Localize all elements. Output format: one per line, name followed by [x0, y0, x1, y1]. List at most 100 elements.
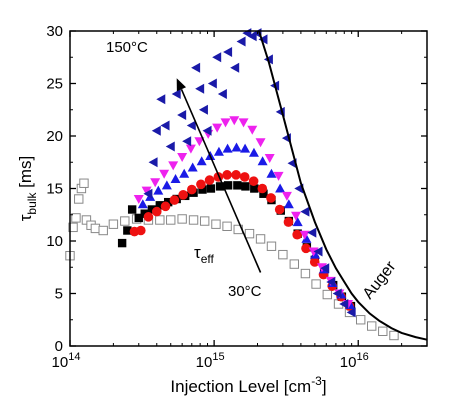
navy-triangle-left-point — [195, 83, 205, 94]
red-circle-point — [178, 190, 188, 200]
open-square-point — [244, 228, 255, 239]
blue-triangle-up-point — [248, 147, 259, 157]
navy-triangle-left-point — [320, 263, 330, 274]
blue-triangle-up-point — [283, 199, 294, 209]
x-axis-title: Injection Level [cm-3] — [170, 374, 326, 396]
open-square-point — [71, 213, 81, 223]
black-square-point — [140, 209, 149, 218]
magenta-triangle-down-point — [159, 169, 170, 179]
x-tick-label: 1015 — [196, 351, 225, 371]
blue-triangle-up-point — [170, 174, 181, 184]
black-square-point — [241, 182, 250, 191]
magenta-triangle-down-point — [168, 161, 179, 171]
red-circle-point — [309, 257, 320, 267]
temperature-arrow-head — [176, 78, 187, 92]
magenta-triangle-down-point — [247, 125, 258, 135]
blue-triangle-up-point — [213, 146, 224, 156]
tau-eff-symbol: τ — [194, 243, 201, 262]
navy-triangle-left-point — [332, 288, 342, 299]
navy-triangle-left-point — [230, 62, 240, 73]
open-square-point — [367, 321, 377, 331]
magenta-triangle-down-point — [238, 118, 249, 128]
red-circle-point — [186, 184, 197, 195]
blue-triangle-up-point — [222, 143, 233, 153]
y-tick-label: 0 — [55, 338, 63, 355]
y-axis-title-sub: bulk — [25, 192, 39, 215]
red-circle-point — [239, 172, 250, 182]
blue-triangle-up-point — [301, 233, 312, 243]
navy-triangle-left-point — [156, 94, 166, 105]
red-circle-point — [222, 170, 232, 180]
x-tick-label: 1014 — [52, 351, 81, 371]
open-square-point — [98, 225, 108, 236]
black-square-point — [123, 226, 132, 235]
red-circle-point — [301, 243, 311, 254]
blue-triangle-up-point — [266, 168, 277, 178]
y-axis-title: τbulk [ms] — [16, 156, 39, 222]
blue-triangle-up-point — [196, 156, 207, 166]
blue-triangle-up-point — [161, 180, 172, 190]
magenta-triangle-down-point — [229, 116, 240, 126]
red-circle-point — [169, 195, 180, 205]
annotation-tau-eff: τeff — [194, 243, 215, 266]
navy-triangle-left-point — [191, 62, 201, 73]
red-circle-point — [266, 193, 276, 203]
navy-triangle-left-point — [326, 276, 336, 287]
blue-triangle-up-point — [179, 168, 190, 178]
open-square-point — [389, 330, 399, 341]
red-circle-point — [257, 183, 268, 194]
open-square-point — [311, 279, 321, 289]
red-circle-point — [160, 201, 171, 212]
red-circle-point — [204, 175, 215, 185]
x-tick-label: 1016 — [340, 351, 369, 371]
y-tick-label: 25 — [46, 76, 63, 93]
black-square-point — [259, 189, 268, 198]
red-circle-point — [292, 229, 302, 240]
red-circle-point — [143, 212, 154, 222]
y-tick-label: 5 — [55, 286, 63, 303]
navy-triangle-left-point — [160, 120, 170, 131]
magenta-triangle-down-point — [220, 118, 231, 128]
open-square-point — [177, 214, 187, 224]
navy-triangle-left-point — [177, 110, 187, 120]
red-circle-point — [151, 206, 162, 217]
temperature-arrow — [180, 88, 262, 273]
magenta-triangle-down-point — [133, 195, 144, 204]
open-square-point — [211, 219, 221, 229]
x-axis-title-end: ] — [322, 377, 327, 396]
magenta-triangle-down-point — [273, 171, 284, 181]
open-square-point — [120, 216, 130, 226]
blue-triangle-up-point — [187, 162, 198, 172]
navy-triangle-left-point — [143, 188, 153, 199]
navy-triangle-left-point — [151, 125, 161, 136]
navy-triangle-left-point — [198, 104, 208, 115]
open-square-point — [255, 234, 266, 244]
open-square-point — [322, 289, 332, 300]
red-circle-point — [196, 179, 206, 190]
open-square-point — [79, 178, 89, 188]
open-square-point — [378, 326, 388, 337]
open-square-point — [90, 223, 101, 234]
data-marks — [65, 28, 399, 341]
blue-triangle-up-point — [275, 183, 286, 193]
navy-triangle-left-point — [339, 299, 349, 309]
black-square-point — [155, 201, 165, 210]
open-square-point — [355, 315, 366, 325]
open-square-point — [222, 221, 232, 232]
open-square-point — [166, 215, 176, 225]
black-square-point — [117, 238, 127, 248]
navy-triangle-left-point — [223, 47, 233, 57]
black-square-point — [198, 185, 207, 194]
open-square-point — [300, 268, 311, 279]
navy-triangle-left-point — [182, 136, 192, 147]
navy-triangle-left-point — [236, 36, 246, 47]
magenta-triangle-down-point — [281, 191, 292, 201]
open-square-point — [155, 215, 165, 225]
red-circle-point — [283, 217, 294, 227]
black-square-point — [223, 181, 233, 190]
navy-triangle-left-point — [186, 120, 196, 131]
navy-triangle-left-point — [300, 206, 310, 217]
y-axis-title-main: τ — [16, 214, 35, 221]
blue-triangle-up-point — [292, 217, 303, 227]
navy-triangle-left-point — [171, 89, 181, 99]
